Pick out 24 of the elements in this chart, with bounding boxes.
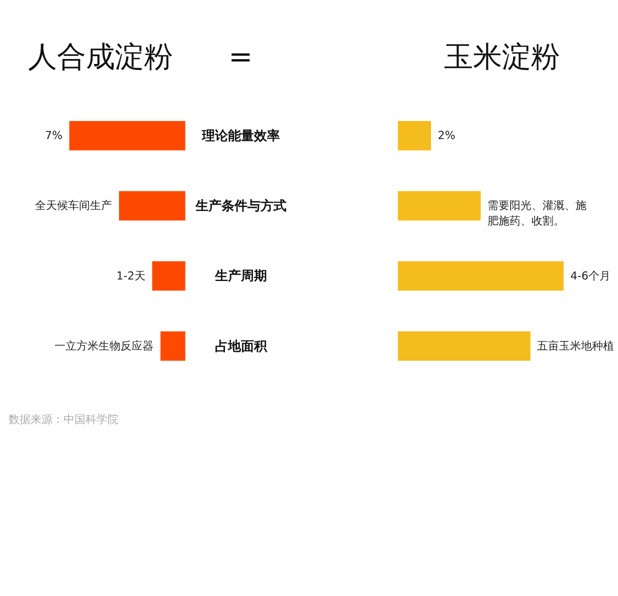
bar bbox=[119, 191, 186, 221]
chart-title: 玉米淀粉 bbox=[444, 40, 560, 74]
bar bbox=[398, 120, 431, 150]
bar bbox=[398, 191, 481, 221]
bar bbox=[398, 331, 530, 361]
text: = bbox=[228, 40, 253, 74]
data-label: 7% bbox=[44, 129, 62, 142]
y-tick-label: 占地面积 bbox=[214, 339, 268, 354]
bar bbox=[160, 331, 186, 361]
bar bbox=[398, 261, 564, 291]
chart-title: 人合成淀粉 bbox=[28, 40, 173, 74]
y-tick-label: 理论能量效率 bbox=[200, 128, 280, 144]
source-note: 数据来源：中国科学院 bbox=[8, 412, 118, 426]
data-label: 需要阳光、灌溉、施肥施药、收割。 bbox=[488, 199, 587, 228]
data-label: 4-6个月 bbox=[570, 269, 610, 282]
data-label: 1-2天 bbox=[116, 269, 146, 282]
bar bbox=[152, 261, 186, 291]
y-tick-label: 生产条件与方式 bbox=[194, 198, 286, 214]
y-tick-label: 生产周期 bbox=[214, 268, 267, 284]
data-label: 一立方米生物反应器 bbox=[54, 339, 154, 352]
bar bbox=[69, 120, 186, 150]
data-label: 2% bbox=[438, 129, 456, 142]
data-label: 五亩玉米地种植 bbox=[537, 339, 614, 352]
data-label: 全天候车间生产 bbox=[35, 199, 112, 212]
